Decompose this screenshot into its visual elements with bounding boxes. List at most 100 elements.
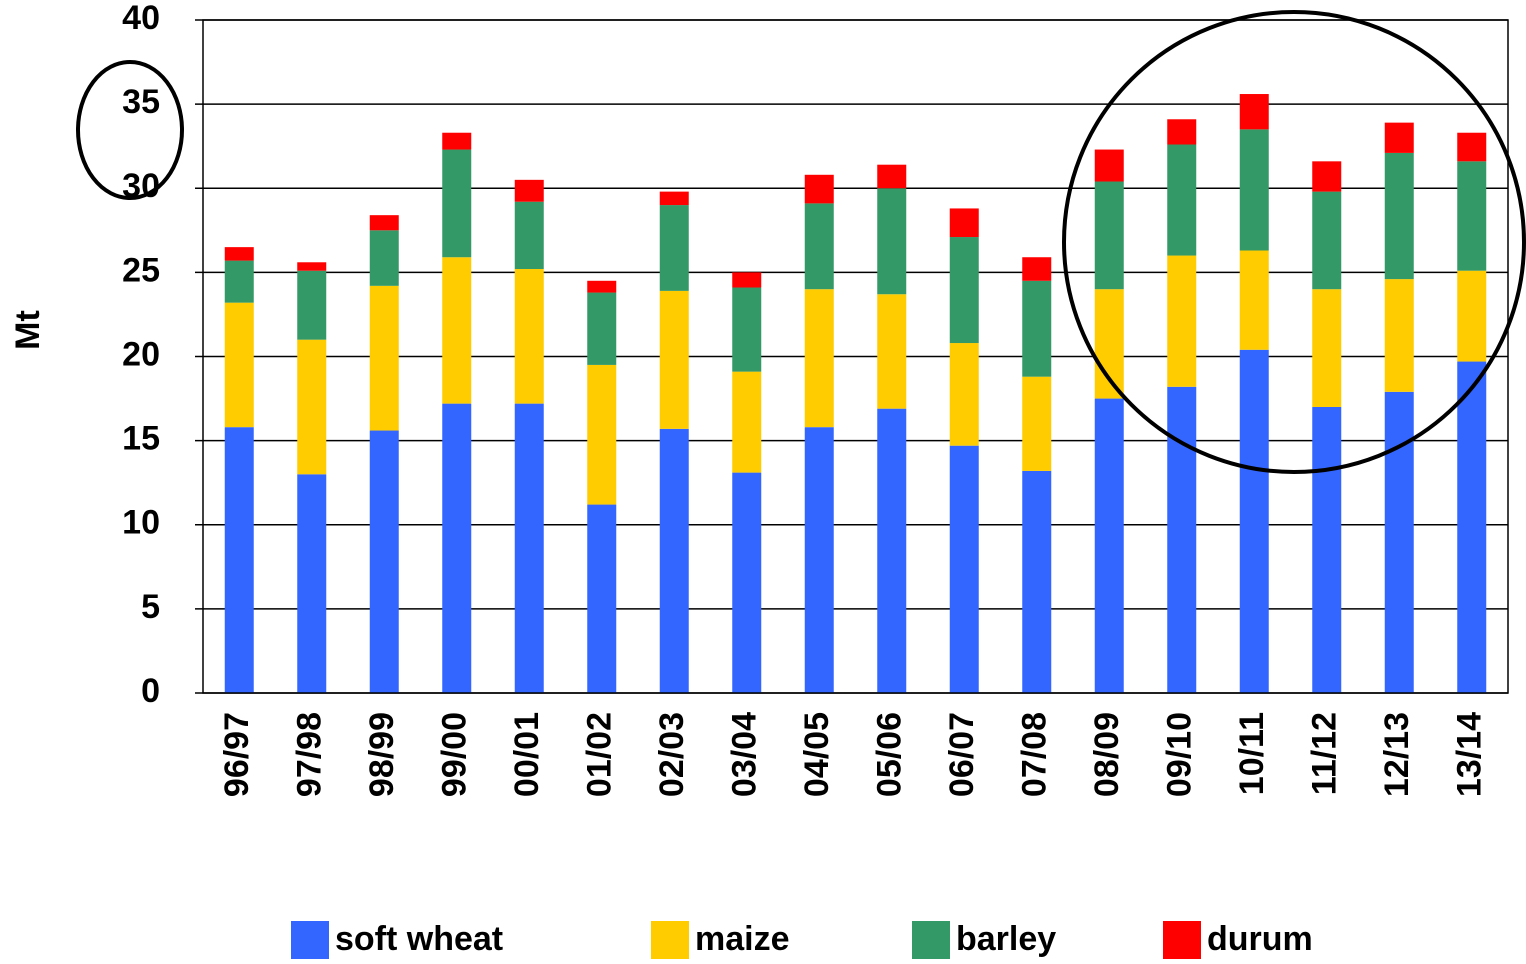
- bar-segment: [1239, 250, 1269, 350]
- bar-segment: [1384, 279, 1414, 392]
- bar-segment: [949, 208, 979, 238]
- legend-label: soft wheat: [335, 920, 503, 958]
- bar-segment: [877, 408, 907, 693]
- x-tick-label: 04/05: [798, 712, 836, 797]
- bar-segment: [1239, 94, 1269, 130]
- bar-segment: [1384, 152, 1414, 280]
- bar-segment: [949, 343, 979, 446]
- y-tick-label: 0: [141, 672, 160, 710]
- bar-segment: [1312, 191, 1342, 290]
- bar-segment: [1239, 129, 1269, 251]
- x-tick-label: 98/99: [363, 712, 401, 797]
- bar-segment: [877, 188, 907, 295]
- bar-segment: [949, 237, 979, 344]
- bar-segment: [587, 364, 617, 505]
- legend-swatch: [912, 921, 950, 959]
- bar-segment: [1094, 181, 1124, 290]
- y-tick-label: 40: [122, 0, 160, 37]
- bar-segment: [732, 272, 762, 288]
- bar-segment: [587, 280, 617, 293]
- y-tick-label: 10: [122, 504, 160, 542]
- bar-segment: [297, 339, 327, 475]
- bar-segment: [369, 215, 399, 231]
- plot-border: [202, 19, 1509, 694]
- x-tick-label: 01/02: [581, 712, 619, 797]
- x-tick-label: 10/11: [1233, 712, 1271, 795]
- x-tick-label: 13/14: [1451, 712, 1489, 797]
- bar-segment: [1384, 122, 1414, 153]
- bar-segment: [297, 270, 327, 340]
- bar-segment: [224, 427, 254, 693]
- bar-segment: [297, 474, 327, 693]
- y-tick-label: 30: [122, 167, 160, 205]
- highlight-circle: [1062, 10, 1526, 474]
- x-tick-label: 03/04: [726, 712, 764, 797]
- bar-segment: [224, 302, 254, 428]
- bar-segment: [1167, 386, 1197, 693]
- x-tick-label: 05/06: [871, 712, 909, 797]
- y-tick-label: 5: [141, 588, 160, 626]
- bar-segment: [514, 269, 544, 404]
- bar-segment: [1457, 161, 1487, 271]
- bar-segment: [1094, 398, 1124, 693]
- bar-segment: [804, 174, 834, 204]
- bar-segment: [224, 260, 254, 303]
- bar-segment: [804, 289, 834, 428]
- bar-segment: [1167, 119, 1197, 145]
- bar-segment: [732, 472, 762, 693]
- legend-swatch: [291, 921, 329, 959]
- x-tick-label: 99/00: [436, 712, 474, 797]
- highlight-ellipse: [76, 60, 184, 200]
- x-tick-label: 97/98: [291, 712, 329, 797]
- bar-segment: [1384, 391, 1414, 693]
- y-axis-label: Mt: [9, 310, 47, 350]
- bar-segment: [442, 132, 472, 150]
- legend-swatch: [1163, 921, 1201, 959]
- bar-segment: [514, 403, 544, 693]
- bar-segment: [877, 164, 907, 189]
- y-tick-label: 15: [122, 420, 160, 458]
- bar-segment: [514, 201, 544, 270]
- bar-segment: [804, 203, 834, 290]
- bar-segment: [1312, 161, 1342, 192]
- bar-segment: [1094, 149, 1124, 182]
- bar-segment: [587, 292, 617, 365]
- bar-segment: [442, 257, 472, 404]
- bar-segment: [877, 294, 907, 409]
- bar-segment: [659, 290, 689, 429]
- bar-segment: [1457, 361, 1487, 693]
- bar-segment: [369, 285, 399, 431]
- x-tick-label: 09/10: [1161, 712, 1199, 797]
- x-tick-label: 02/03: [653, 712, 691, 797]
- bar-segment: [1167, 144, 1197, 256]
- bar-segment: [1022, 470, 1052, 693]
- bar-segment: [1022, 257, 1052, 281]
- x-tick-label: 96/97: [218, 712, 256, 797]
- bar-segment: [659, 205, 689, 291]
- x-tick-label: 06/07: [943, 712, 981, 797]
- bar-segment: [804, 427, 834, 693]
- bar-segment: [587, 504, 617, 693]
- bar-segment: [369, 230, 399, 286]
- x-tick-label: 08/09: [1088, 712, 1126, 797]
- bar-segment: [1022, 376, 1052, 471]
- legend-label: durum: [1207, 920, 1313, 958]
- y-tick-label: 20: [122, 335, 160, 373]
- bar-segment: [732, 287, 762, 372]
- legend-label: barley: [956, 920, 1056, 958]
- bar-segment: [1457, 270, 1487, 362]
- bar-segment: [442, 403, 472, 693]
- bar-segment: [949, 445, 979, 693]
- legend-label: maize: [695, 920, 790, 958]
- bar-segment: [514, 179, 544, 202]
- bar-segment: [659, 191, 689, 206]
- x-tick-label: 11/12: [1306, 712, 1344, 795]
- bar-segment: [732, 371, 762, 473]
- legend-swatch: [651, 921, 689, 959]
- bar-segment: [1022, 280, 1052, 377]
- bar-segment: [442, 149, 472, 258]
- bar-segment: [1312, 289, 1342, 407]
- bar-segment: [297, 262, 327, 271]
- bar-segment: [1167, 255, 1197, 387]
